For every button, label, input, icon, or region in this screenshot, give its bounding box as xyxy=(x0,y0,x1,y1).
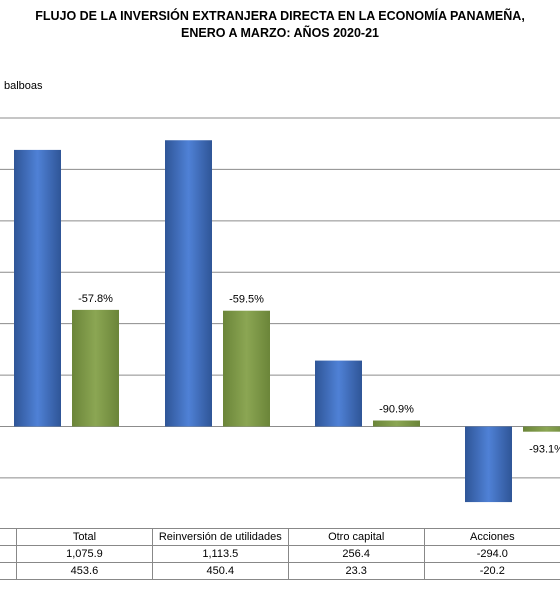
table-cell: -20.2 xyxy=(423,562,560,580)
data-table: Total Reinversión de utilidades Otro cap… xyxy=(0,528,560,580)
bar-series-1-3 xyxy=(465,426,512,503)
chart-title-line-1: FLUJO DE LA INVERSIÓN EXTRANJERA DIRECTA… xyxy=(35,9,525,23)
table-row-label-cell xyxy=(0,545,17,563)
bar-series-1-1 xyxy=(165,140,212,427)
table-header-acciones: Acciones xyxy=(423,528,560,546)
bar-series-1-2 xyxy=(315,360,362,427)
table-cell: -294.0 xyxy=(423,545,560,563)
table-cell: 23.3 xyxy=(287,562,425,580)
table-cell: 1,113.5 xyxy=(151,545,289,563)
table-cell: 453.6 xyxy=(16,562,153,580)
table-row-2021: 453.6 450.4 23.3 -20.2 xyxy=(0,562,560,580)
table-header-reinversion: Reinversión de utilidades xyxy=(151,528,289,546)
bar-series-2-0 xyxy=(72,309,119,427)
bar-series-2-3 xyxy=(523,426,560,432)
table-header-total: Total xyxy=(16,528,153,546)
table-row-2020: 1,075.9 1,113.5 256.4 -294.0 xyxy=(0,545,560,563)
variation-label: -90.9% xyxy=(379,404,414,416)
variation-label: -57.8% xyxy=(78,293,113,305)
table-header-row: Total Reinversión de utilidades Otro cap… xyxy=(0,528,560,546)
chart-title: FLUJO DE LA INVERSIÓN EXTRANJERA DIRECTA… xyxy=(0,8,560,42)
table-row-label-cell xyxy=(0,562,17,580)
bar-series-2-1 xyxy=(223,310,270,427)
table-cell: 450.4 xyxy=(151,562,289,580)
table-cell: 1,075.9 xyxy=(16,545,153,563)
chart-title-line-2: ENERO A MARZO: AÑOS 2020-21 xyxy=(181,26,379,40)
table-header-otro-capital: Otro capital xyxy=(287,528,425,546)
bar-series-1-0 xyxy=(14,149,61,427)
table-cell: 256.4 xyxy=(287,545,425,563)
variation-label: -59.5% xyxy=(229,294,264,306)
table-corner-cell xyxy=(0,528,17,546)
variation-label: -93.1% xyxy=(529,444,560,456)
bar-series-2-2 xyxy=(373,420,420,427)
unit-label: balboas xyxy=(4,80,43,92)
